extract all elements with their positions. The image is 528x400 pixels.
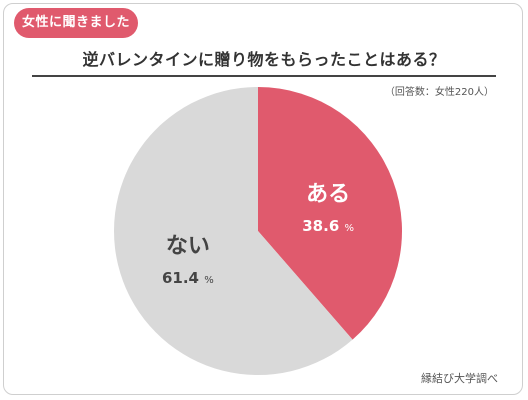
pie-slice-no (114, 87, 353, 375)
survey-badge: 女性に聞きました (14, 8, 138, 38)
pie-slices (114, 87, 402, 375)
pie-labels: ある 38.6 % ない 61.4 % (162, 182, 354, 287)
slice-label-yes: ある (306, 182, 350, 207)
slice-value-yes: 38.6 % (302, 217, 354, 235)
chart-title: 逆バレンタインに贈り物をもらったことはある？ (82, 50, 446, 69)
title-divider (32, 75, 496, 77)
respondent-count-note: （回答数：女性220人） (384, 87, 494, 98)
slice-label-no: ない (166, 234, 210, 259)
pie-slice-yes (258, 87, 402, 340)
slice-value-no: 61.4 % (162, 269, 214, 287)
source-credit: 縁結び大学調べ (421, 372, 498, 385)
